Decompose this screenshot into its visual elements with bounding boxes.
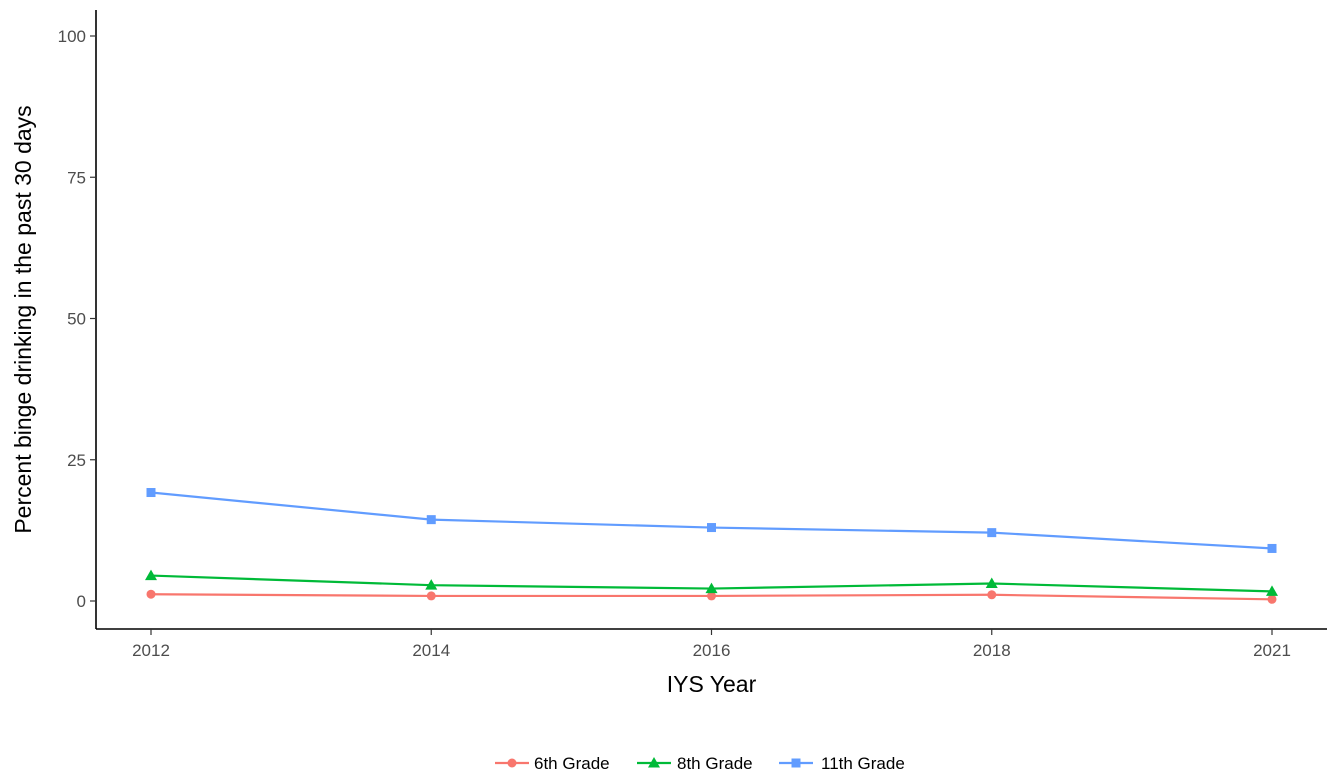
axes: 0 25 50 75 100 2012 2014 2016 2018 2021 IYS Year Pe… [10, 10, 1327, 697]
y-tick-label: 100 [58, 27, 86, 46]
legend-item: 6th Grade [495, 754, 610, 773]
y-axis-title: Percent binge drinking in the past 30 da… [10, 105, 36, 533]
legend-item: 8th Grade [637, 754, 753, 773]
x-tick-label: 2021 [1253, 641, 1291, 660]
data-point [705, 582, 718, 594]
data-point [1266, 585, 1278, 596]
legend-key-marker [648, 757, 660, 768]
x-tick-label: 2016 [693, 641, 731, 660]
series-6th-grade [146, 589, 1277, 604]
y-tick-label: 75 [67, 168, 86, 187]
series-8th-grade [145, 569, 1278, 596]
data-point [426, 515, 436, 525]
data-point [707, 591, 716, 601]
legend-key-marker [791, 758, 801, 768]
series-11th-grade [146, 488, 1277, 553]
series-lines [145, 488, 1278, 604]
legend-label: 8th Grade [677, 754, 753, 773]
data-point [145, 569, 157, 581]
legend-item: 11th Grade [779, 754, 905, 773]
data-point [707, 523, 716, 533]
legend-label: 6th Grade [534, 754, 610, 773]
data-point [1267, 543, 1277, 553]
y-tick-label: 25 [67, 451, 86, 470]
legend: 6th Grade 8th Grade 11th Grade [495, 754, 905, 773]
x-tick-label: 2018 [973, 641, 1011, 660]
data-point [146, 589, 156, 599]
legend-label: 11th Grade [821, 754, 905, 773]
y-tick-label: 50 [67, 310, 86, 329]
data-point [987, 590, 997, 600]
series-line [150, 491, 1273, 550]
data-point [425, 579, 438, 590]
data-point [1267, 594, 1277, 604]
data-point [146, 488, 156, 498]
y-tick-label: 0 [77, 592, 86, 611]
x-tick-label: 2014 [412, 641, 450, 660]
x-tick-label: 2012 [132, 641, 170, 660]
data-point [985, 577, 998, 588]
legend-key-marker [507, 758, 517, 768]
data-point [987, 528, 997, 538]
data-point [426, 591, 436, 601]
x-axis-title: IYS Year [667, 671, 757, 697]
